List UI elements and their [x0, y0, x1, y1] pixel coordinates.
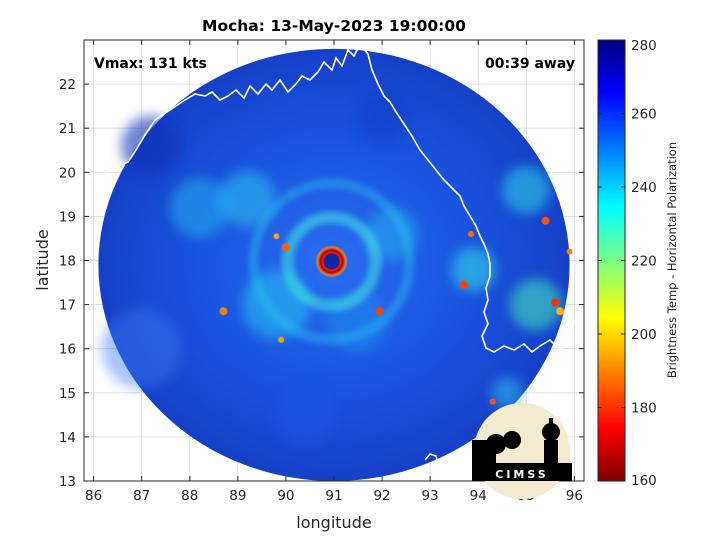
cimss-logo-text: CIMSS: [495, 468, 548, 481]
eyewall-band: [281, 211, 382, 312]
convection-band: [275, 384, 336, 445]
y-axis-ticks: 13 14 15 16 17 18 19 20 21 22: [59, 77, 584, 490]
colorbar-label: Brightness Temp - Horizontal Polarizatio…: [665, 142, 679, 378]
cold-cloud-spot: [489, 398, 496, 405]
y-tick-label: 15: [59, 386, 76, 402]
vmax-annotation: Vmax: 131 kts: [94, 56, 207, 72]
cold-cloud-spot: [555, 307, 564, 316]
convection-band: [121, 115, 182, 176]
time-away-annotation: 00:39 away: [485, 56, 575, 72]
coastline: [84, 42, 584, 354]
cold-cloud-spot: [541, 216, 550, 225]
convection-band: [169, 177, 230, 238]
colorbar-tick-label: 220: [631, 254, 657, 270]
cold-cloud-spot: [459, 280, 468, 289]
convection-band: [451, 247, 496, 292]
x-tick-label: 93: [422, 488, 439, 504]
x-tick-label: 92: [373, 488, 390, 504]
convection-band: [502, 165, 551, 214]
chart-title: Mocha: 13-May-2023 19:00:00: [202, 17, 466, 35]
x-tick-label: 90: [277, 488, 294, 504]
x-tick-label: 87: [133, 488, 150, 504]
cimss-logo: CIMSS: [472, 403, 572, 499]
cold-cloud-spot: [278, 336, 285, 343]
colorbar: [597, 39, 626, 482]
convection-band: [509, 278, 562, 331]
colorbar-tick-label: 180: [631, 401, 657, 417]
cold-cloud-spot: [468, 231, 475, 238]
x-axis-label: longitude: [296, 513, 371, 532]
convection-band: [101, 308, 182, 389]
x-tick-label: 94: [470, 488, 487, 504]
x-tick-label: 86: [85, 488, 102, 504]
y-tick-label: 20: [59, 165, 76, 181]
convection-band: [491, 376, 524, 409]
eye-center: [324, 254, 339, 269]
cold-cloud-spot: [273, 233, 280, 240]
rainband: [248, 178, 415, 345]
cold-cloud-spot: [281, 243, 290, 252]
x-axis-ticks: 8687888990919293949596: [85, 40, 583, 504]
brightness-temperature-swath: [98, 48, 573, 481]
x-tick-label: 88: [181, 488, 198, 504]
y-tick-label: 14: [59, 430, 76, 446]
x-tick-label: 89: [229, 488, 246, 504]
y-tick-label: 19: [59, 209, 76, 225]
y-tick-label: 22: [59, 77, 76, 93]
cold-cloud-spot: [551, 298, 560, 307]
convection-band: [356, 93, 409, 146]
x-tick-label: 91: [325, 488, 342, 504]
y-axis-label: latitude: [33, 229, 52, 290]
x-tick-label: 96: [566, 488, 583, 504]
y-tick-label: 21: [59, 121, 76, 137]
colorbar-tick-label: 260: [631, 107, 657, 123]
convection-band: [219, 170, 276, 227]
y-tick-label: 16: [59, 342, 76, 358]
colorbar-tick-label: 280: [631, 38, 657, 54]
cold-cloud-spot: [375, 307, 384, 316]
cold-cloud-spot: [566, 248, 573, 255]
y-tick-label: 13: [59, 474, 76, 490]
colorbar-tick-label: 240: [631, 180, 657, 196]
cold-cloud-spot: [219, 307, 228, 316]
y-tick-label: 17: [59, 298, 76, 314]
colorbar-tick-label: 160: [631, 473, 657, 489]
colorbar-tick-label: 200: [631, 327, 657, 343]
coastline-island: [424, 453, 441, 481]
colorbar-ticks: 160 180 200 220 240 260 280: [598, 38, 657, 489]
y-tick-label: 18: [59, 254, 76, 270]
